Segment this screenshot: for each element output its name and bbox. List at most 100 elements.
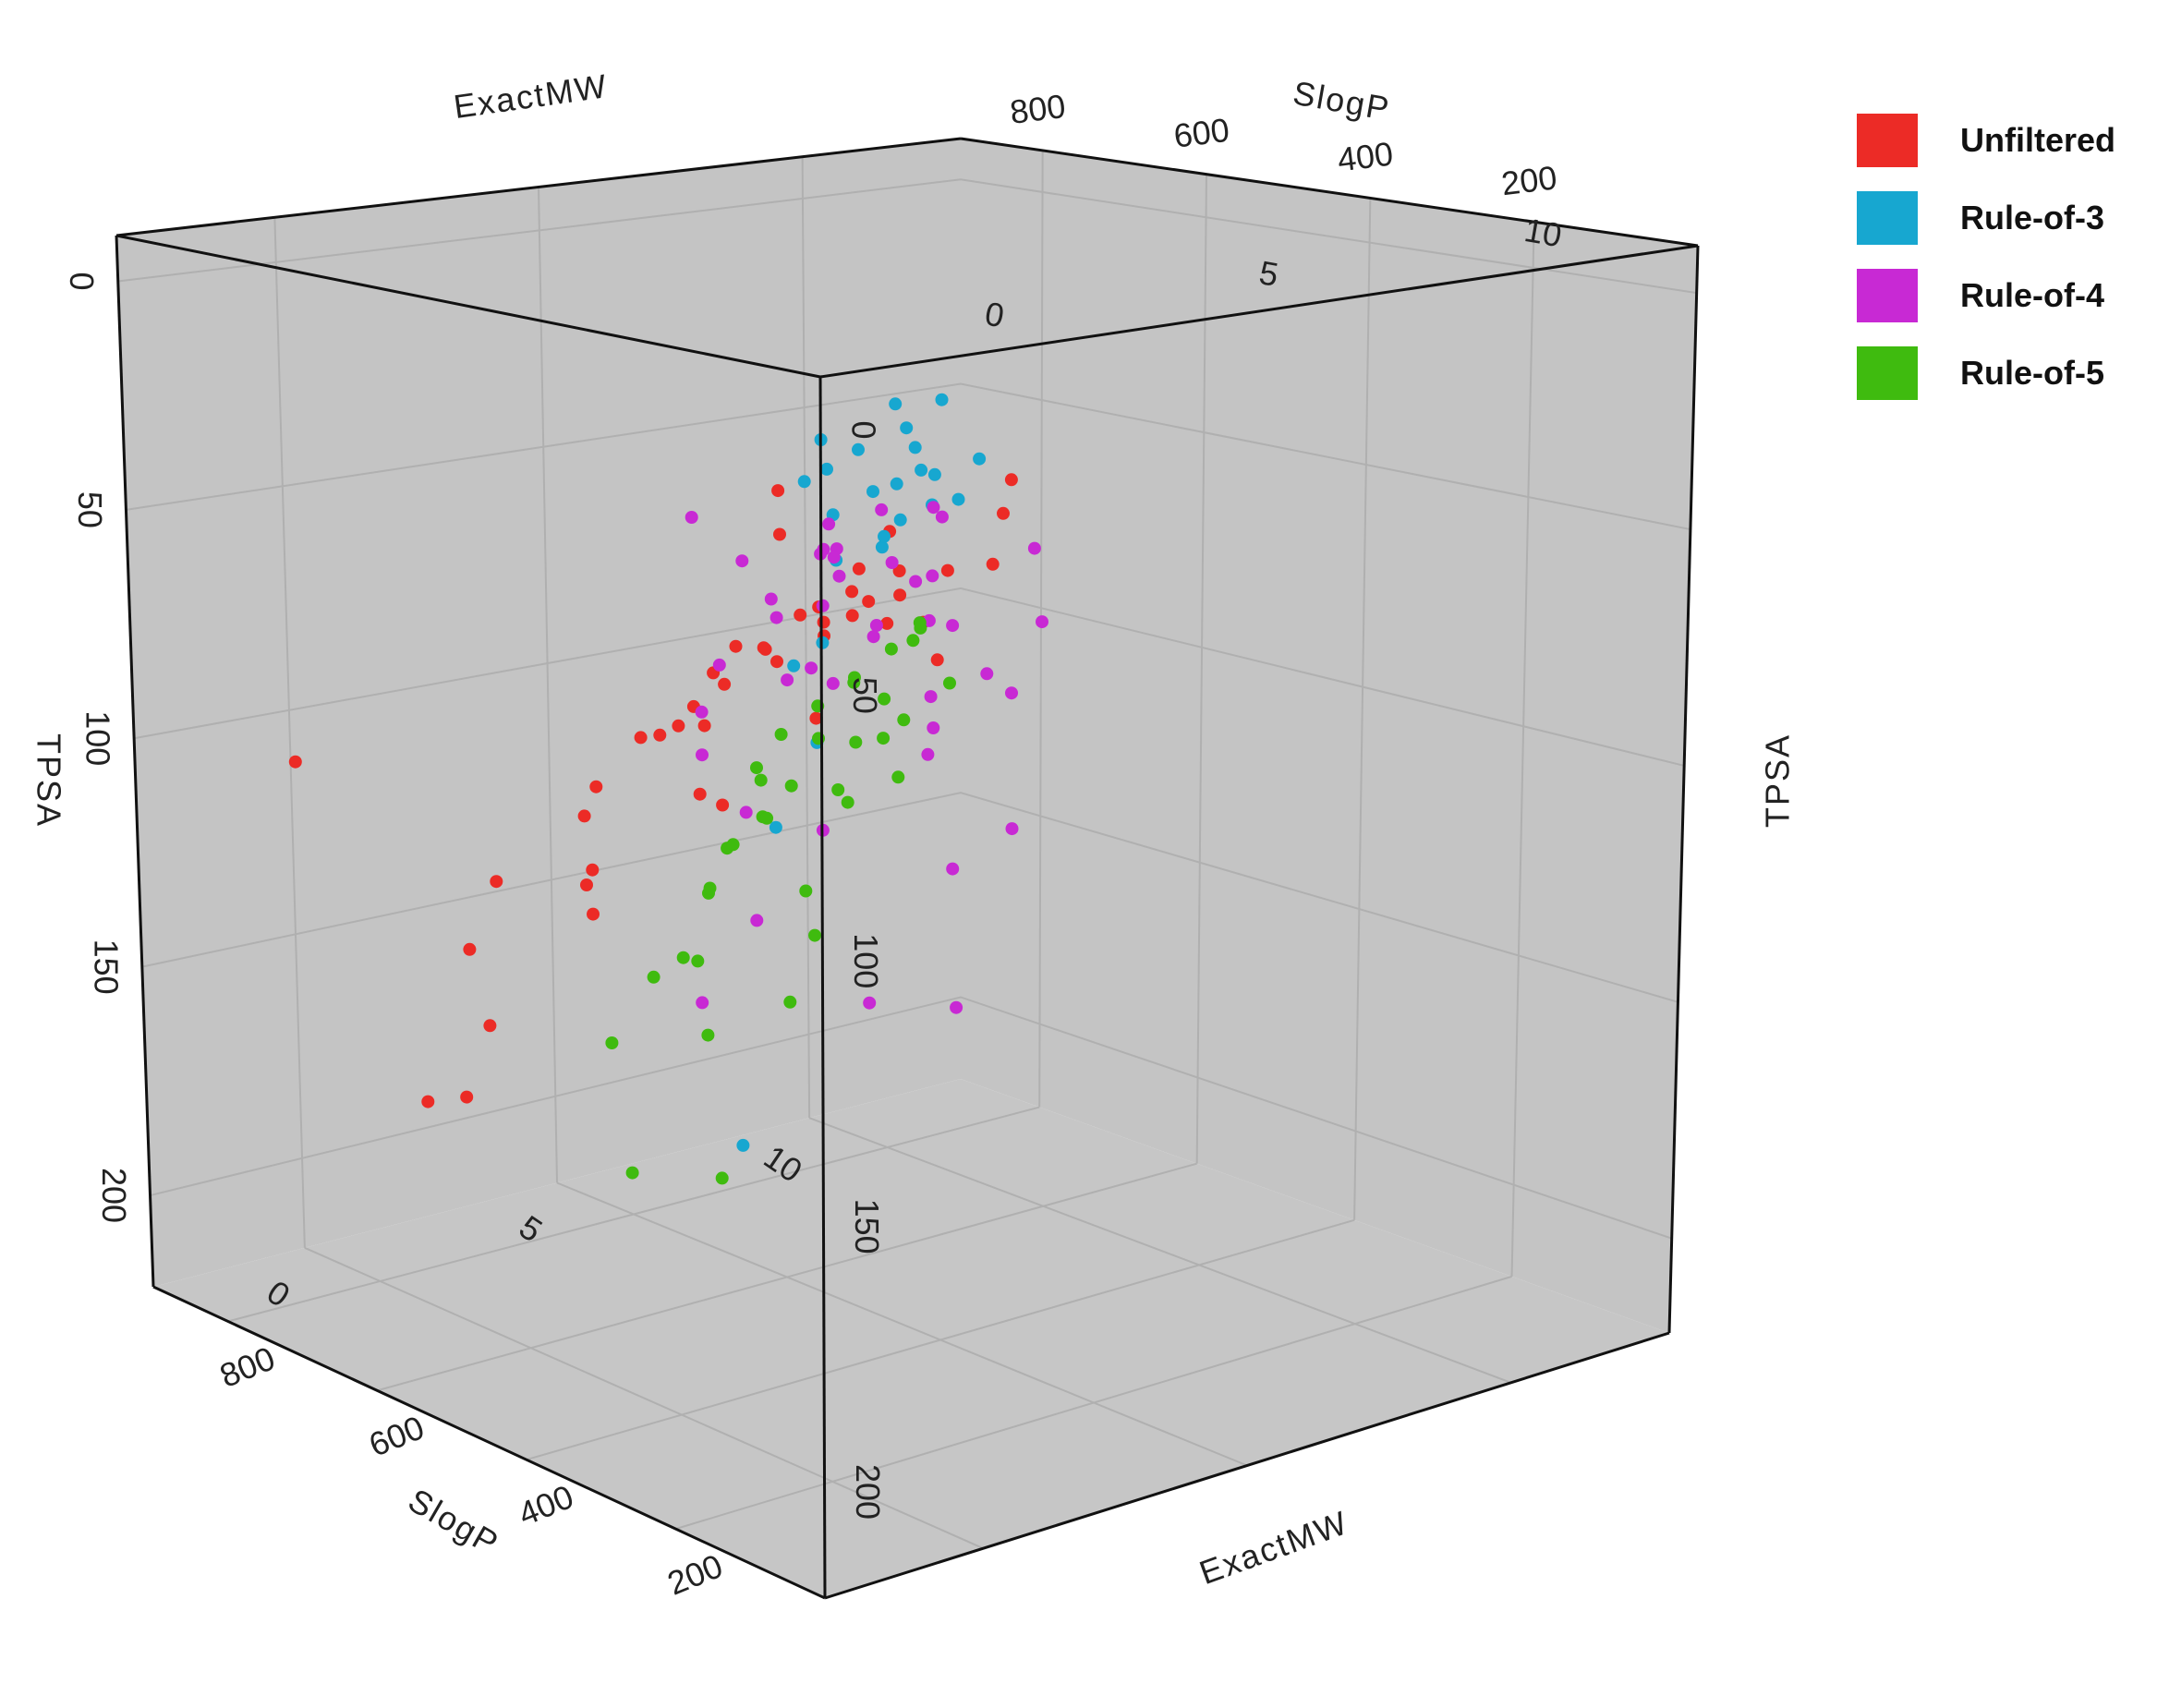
point-unfiltered <box>718 677 732 691</box>
point-unfiltered <box>490 875 503 889</box>
point-rule-of-5 <box>799 884 813 898</box>
axis-title-exactmw-top: ExactMW <box>452 67 611 126</box>
point-unfiltered <box>693 787 707 801</box>
point-rule-of-5 <box>691 954 705 968</box>
point-rule-of-5 <box>625 1166 639 1180</box>
point-rule-of-3 <box>951 492 965 506</box>
point-unfiltered <box>817 615 830 629</box>
point-rule-of-5 <box>913 616 927 630</box>
legend-label: Rule-of-4 <box>1960 276 2104 314</box>
point-rule-of-4 <box>750 914 764 927</box>
tick-label-tpsa-left: 150 <box>87 939 125 995</box>
point-rule-of-3 <box>893 513 907 527</box>
point-rule-of-4 <box>935 510 949 524</box>
point-rule-of-5 <box>647 970 660 984</box>
grid-line-x <box>1510 222 1535 1277</box>
point-rule-of-3 <box>736 1138 750 1152</box>
point-rule-of-4 <box>866 630 880 644</box>
axis-title-exactmw-bottom: ExactMW <box>1194 1503 1353 1592</box>
point-rule-of-4 <box>885 556 899 569</box>
point-unfiltered <box>580 878 593 891</box>
point-rule-of-5 <box>774 728 788 741</box>
point-rule-of-4 <box>805 661 818 675</box>
point-rule-of-4 <box>1005 686 1018 700</box>
point-rule-of-4 <box>863 996 877 1010</box>
axis-title-slogp-bottom: SlogP <box>402 1481 505 1563</box>
point-rule-of-5 <box>715 1171 729 1185</box>
point-rule-of-5 <box>783 995 797 1009</box>
point-unfiltered <box>589 780 603 793</box>
point-unfiltered <box>770 655 783 669</box>
point-unfiltered <box>672 719 685 733</box>
tick-label-tpsa-left: 100 <box>79 710 117 766</box>
edge-front <box>818 376 827 1599</box>
grid-lines <box>117 150 1697 1550</box>
point-rule-of-3 <box>866 485 879 499</box>
tick-label-tpsa-left: 50 <box>71 491 109 528</box>
point-rule-of-4 <box>781 673 794 687</box>
point-rule-of-5 <box>891 770 905 784</box>
point-rule-of-4 <box>712 658 726 672</box>
point-rule-of-4 <box>1027 541 1041 555</box>
point-unfiltered <box>773 527 786 541</box>
point-rule-of-4 <box>1036 615 1048 629</box>
point-rule-of-5 <box>701 1028 715 1042</box>
point-rule-of-3 <box>927 467 941 481</box>
grid-line-y-floor <box>304 1246 984 1550</box>
point-unfiltered <box>930 653 944 667</box>
point-unfiltered <box>586 863 600 877</box>
tick-label-exactmw-top: 400 <box>1336 134 1396 178</box>
edge-right <box>1667 245 1700 1334</box>
point-unfiltered <box>483 1019 497 1033</box>
tick-label-tpsa-left: 0 <box>63 272 101 290</box>
axis-title-tpsa-right: TPSA <box>1759 733 1797 828</box>
grid-line-z <box>141 792 1678 1003</box>
point-rule-of-5 <box>884 642 898 656</box>
point-unfiltered <box>852 562 866 575</box>
tick-label-exactmw-bottom: 200 <box>662 1546 728 1603</box>
point-rule-of-3 <box>908 441 922 454</box>
point-rule-of-4 <box>695 705 709 719</box>
point-unfiltered <box>892 564 906 577</box>
grid-line-y <box>538 187 558 1183</box>
point-rule-of-4 <box>869 619 883 632</box>
tick-label-exactmw-top: 200 <box>1499 158 1559 202</box>
point-rule-of-4 <box>946 862 960 876</box>
tick-label-tpsa-right: 200 <box>849 1464 887 1520</box>
point-rule-of-3 <box>852 442 865 456</box>
point-rule-of-3 <box>973 452 987 466</box>
tick-label-tpsa-right: 150 <box>848 1199 886 1254</box>
edge-top-front-left <box>115 234 821 379</box>
point-rule-of-4 <box>875 503 889 516</box>
point-unfiltered <box>653 728 667 742</box>
point-rule-of-4 <box>826 676 840 690</box>
point-unfiltered <box>880 616 894 630</box>
tick-label-exactmw-bottom: 800 <box>214 1339 280 1395</box>
point-unfiltered <box>577 809 591 823</box>
point-rule-of-5 <box>877 732 891 745</box>
point-unfiltered <box>1004 473 1018 487</box>
point-rule-of-4 <box>927 721 940 734</box>
grid-line-z <box>150 996 1673 1240</box>
grid-line-y-floor <box>556 1181 1248 1467</box>
tick-label-tpsa-left: 200 <box>95 1168 133 1223</box>
point-unfiltered <box>288 755 302 769</box>
tick-label-exactmw-top: 600 <box>1171 111 1231 155</box>
point-rule-of-4 <box>696 996 709 1010</box>
legend-swatch <box>1857 346 1918 400</box>
tick-label-tpsa-right: 100 <box>847 933 885 988</box>
point-rule-of-3 <box>935 393 949 406</box>
point-rule-of-4 <box>696 748 709 762</box>
point-rule-of-5 <box>878 692 891 706</box>
point-rule-of-5 <box>754 773 768 787</box>
point-rule-of-3 <box>915 463 928 477</box>
point-rule-of-4 <box>946 619 960 633</box>
edge-top-back-right <box>960 137 1699 248</box>
edge-top-back-left <box>115 137 962 237</box>
grid-line-x <box>1038 150 1044 1108</box>
point-unfiltered <box>460 1090 474 1104</box>
point-unfiltered <box>940 563 954 577</box>
point-rule-of-5 <box>703 881 717 895</box>
point-rule-of-5 <box>906 634 920 648</box>
point-rule-of-4 <box>927 501 940 515</box>
